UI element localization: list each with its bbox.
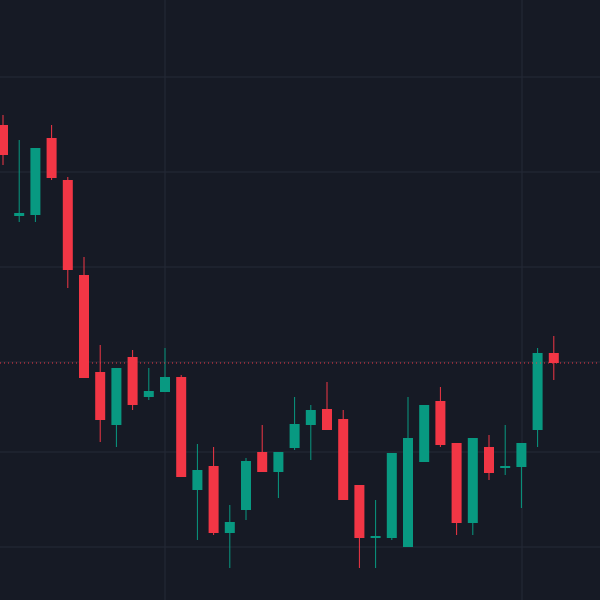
candle-body	[419, 405, 430, 462]
candle-body	[273, 452, 284, 472]
candle-body	[79, 275, 89, 378]
candle-body	[403, 438, 413, 547]
candle-body	[354, 485, 365, 538]
candle-body	[241, 461, 251, 510]
candle-body	[62, 180, 73, 270]
candle-body	[500, 466, 511, 468]
candle-body	[370, 536, 381, 538]
candle-body	[305, 410, 316, 425]
candle-body	[451, 443, 462, 523]
candle-body	[484, 447, 494, 473]
candle-body	[111, 368, 122, 425]
candle-body	[257, 452, 268, 472]
candle-body	[176, 377, 187, 477]
candle-body	[192, 470, 203, 490]
candle-body	[548, 353, 559, 363]
candle-body	[322, 409, 332, 430]
candle-body	[14, 213, 25, 216]
candle-body	[143, 391, 154, 397]
candle-body	[289, 424, 300, 448]
candle-body	[160, 377, 170, 392]
candle-body	[208, 466, 219, 533]
candle-body	[224, 522, 235, 533]
candle-body	[532, 353, 543, 430]
candle-body	[127, 357, 138, 405]
candle-body	[46, 138, 57, 178]
candle-body	[386, 453, 397, 538]
candle-body	[467, 438, 478, 523]
candle-body	[338, 419, 349, 500]
candle-body	[435, 401, 446, 445]
candle-body	[516, 443, 527, 467]
candle-body	[0, 125, 8, 155]
candle-body	[95, 372, 106, 420]
candle-body	[30, 148, 41, 215]
